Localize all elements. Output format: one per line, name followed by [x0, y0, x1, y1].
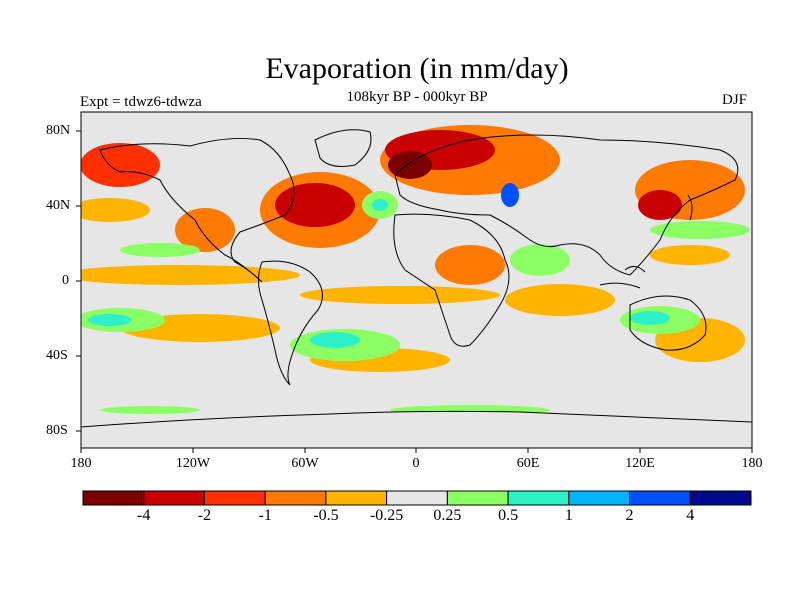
colorbar-swatch — [386, 490, 448, 506]
colorbar-swatch — [203, 490, 266, 506]
coastlines — [99, 129, 739, 386]
colorbar — [82, 490, 752, 506]
colorbar-swatch — [629, 490, 691, 506]
lon-label-60e: 60E — [516, 456, 540, 471]
colorbar-label: 2 — [625, 507, 634, 524]
lat-label-80n: 80N — [46, 123, 71, 138]
experiment-label: Expt = tdwz6-tdwza — [80, 94, 202, 110]
map-title: Evaporation (in mm/day) — [265, 52, 569, 85]
colorbar-swatch — [568, 490, 631, 506]
colorbar-swatch — [143, 490, 205, 506]
map-subtitle: 108kyr BP - 000kyr BP — [346, 89, 488, 105]
colorbar-label: 4 — [686, 507, 695, 524]
lat-label-40s: 40S — [46, 348, 68, 363]
colorbar-label: -2 — [197, 507, 212, 524]
lat-label-0: 0 — [62, 273, 69, 288]
colorbar-label: -1 — [258, 507, 272, 524]
colorbar-label: 1 — [564, 507, 573, 524]
lon-label-180e: 180 — [741, 456, 763, 471]
colorbar-swatch — [689, 490, 752, 506]
colorbar-swatch — [264, 490, 327, 506]
anomaly-field — [81, 125, 752, 448]
colorbar-swatch — [325, 490, 388, 506]
lon-label-180w: 180 — [70, 456, 92, 471]
colorbar-swatch — [507, 490, 570, 506]
lon-label-120e: 120E — [625, 456, 655, 471]
colorbar-label: -0.5 — [313, 507, 339, 524]
colorbar-label: -0.25 — [369, 507, 404, 524]
lat-label-40n: 40N — [46, 198, 71, 213]
lat-label-80s: 80S — [46, 423, 68, 438]
axis-ticks — [76, 130, 753, 453]
lon-label-60w: 60W — [291, 456, 319, 471]
lon-label-0: 0 — [412, 456, 420, 471]
colorbar-swatch — [446, 490, 509, 506]
season-label: DJF — [722, 92, 748, 108]
colorbar-label: 0.25 — [433, 507, 462, 524]
colorbar-label: -4 — [137, 507, 151, 524]
colorbar-label: 0.5 — [498, 507, 519, 524]
lon-label-120w: 120W — [175, 456, 211, 471]
colorbar-swatch — [82, 490, 145, 506]
